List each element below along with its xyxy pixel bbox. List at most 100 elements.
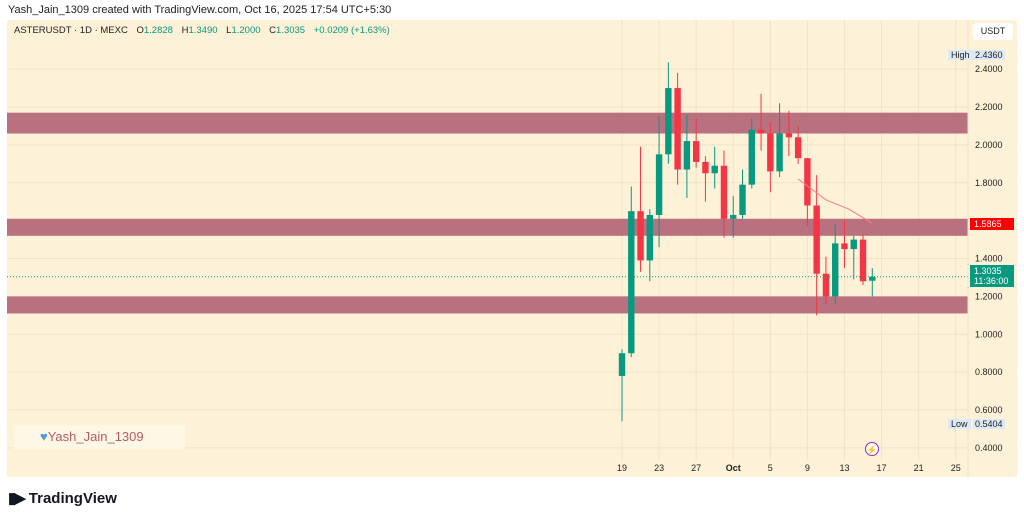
candle-body — [813, 205, 820, 274]
x-tick-label: 27 — [691, 463, 701, 473]
candle — [655, 116, 663, 248]
high-value: 2.4360 — [973, 50, 1005, 60]
change-value: +0.0209 (+1.63%) — [313, 25, 390, 36]
chart-panel[interactable] — [7, 20, 1017, 477]
candle — [748, 118, 755, 189]
lightning-icon[interactable]: ⚡ — [865, 442, 879, 456]
y-tick-label: 0.6000 — [975, 405, 1003, 415]
candle-body — [618, 353, 626, 376]
candle — [785, 110, 793, 157]
candle-body — [702, 161, 709, 174]
y-tick-label: 2.2000 — [975, 102, 1003, 112]
y-tick-label: 0.4000 — [975, 443, 1003, 453]
candle-body — [757, 129, 765, 134]
candle-body — [850, 239, 857, 250]
candle-body — [628, 211, 635, 354]
bar-countdown: 11:36:00 — [974, 276, 1009, 286]
candle — [665, 62, 672, 164]
x-tick-label: 19 — [617, 463, 627, 473]
candle-body — [822, 273, 830, 297]
candle-body — [804, 158, 811, 206]
x-tick-label: 5 — [768, 463, 773, 473]
candle — [850, 235, 857, 280]
candle-body — [832, 243, 839, 297]
candle-body — [794, 137, 802, 159]
x-tick-label: 21 — [914, 463, 924, 473]
last-price-label: 1.3035 11:36:00 — [970, 265, 1014, 287]
x-tick-label: Oct — [726, 463, 741, 473]
y-tick-label: 1.4000 — [975, 254, 1003, 264]
candle — [739, 169, 746, 219]
candle — [757, 93, 765, 151]
y-tick-label: 1.0000 — [975, 329, 1003, 339]
candle — [674, 72, 681, 185]
candle — [832, 224, 839, 304]
x-tick-label: 17 — [877, 463, 887, 473]
last-price: 1.3035 — [974, 266, 1002, 276]
line-value-label: 1.5865 — [970, 218, 1014, 230]
support-resistance-zone — [7, 218, 968, 236]
candle-body — [739, 184, 746, 215]
candle — [859, 233, 867, 286]
candle — [804, 158, 811, 227]
candle-body — [841, 243, 848, 250]
candle — [702, 156, 709, 202]
x-tick-label: 9 — [805, 463, 810, 473]
heart-icon: ♥ — [40, 429, 48, 444]
candle — [794, 125, 802, 164]
candle — [637, 146, 644, 272]
support-resistance-zone — [7, 296, 968, 314]
close-key: C — [269, 25, 277, 36]
candle-body — [730, 214, 737, 219]
y-tick-label: 0.8000 — [975, 367, 1003, 377]
high-key: H — [181, 25, 189, 36]
currency-unit-button[interactable]: USDT — [973, 23, 1013, 40]
candle — [822, 256, 830, 304]
close-value: 1.3035 — [276, 25, 306, 36]
candle — [869, 268, 876, 297]
candle-body — [646, 214, 654, 261]
low-key: L — [226, 25, 232, 36]
candle — [711, 146, 718, 189]
candle-body — [683, 141, 691, 170]
candle — [767, 122, 774, 193]
tv-logo-icon: ▮▶ — [8, 490, 26, 507]
candle — [841, 220, 848, 268]
candle-body — [674, 88, 681, 170]
brand-name: TradingView — [28, 490, 117, 507]
ohlc-legend: ASTERUSDT · 1D · MEXC O1.2828 H1.3490 L1… — [14, 25, 390, 36]
candle-body — [859, 239, 867, 282]
candle-body — [767, 133, 774, 172]
candle-body — [785, 133, 793, 138]
candle — [683, 114, 691, 198]
y-tick-label: 2.4000 — [975, 64, 1003, 74]
y-tick-label: 1.2000 — [975, 291, 1003, 301]
candle-body — [665, 88, 672, 155]
tradingview-logo[interactable]: ▮▶ TradingView — [8, 489, 117, 507]
y-tick-label: 2.0000 — [975, 140, 1003, 150]
candle — [692, 118, 700, 168]
author-watermark: ♥Yash_Jain_1309 — [14, 425, 185, 449]
candle-body — [711, 165, 718, 174]
high-tag: High — [948, 50, 973, 60]
indicator-line — [797, 178, 873, 224]
candle — [720, 150, 728, 238]
low-tag: Low — [948, 419, 971, 429]
candle-body — [748, 129, 755, 185]
candle-body — [655, 154, 663, 215]
open-key: O — [136, 25, 144, 36]
candle-body — [637, 211, 644, 261]
symbol-label[interactable]: ASTERUSDT · 1D · MEXC — [14, 25, 128, 36]
support-resistance-zone — [7, 112, 968, 134]
candle — [628, 186, 635, 358]
candle — [730, 196, 737, 238]
candle-body — [776, 133, 783, 172]
x-tick-label: 23 — [654, 463, 664, 473]
candle — [813, 175, 820, 316]
x-tick-label: 25 — [951, 463, 961, 473]
candle-body — [869, 276, 876, 281]
candle-body — [692, 141, 700, 162]
y-tick-label: 1.8000 — [975, 178, 1003, 188]
open-value: 1.2828 — [143, 25, 173, 36]
